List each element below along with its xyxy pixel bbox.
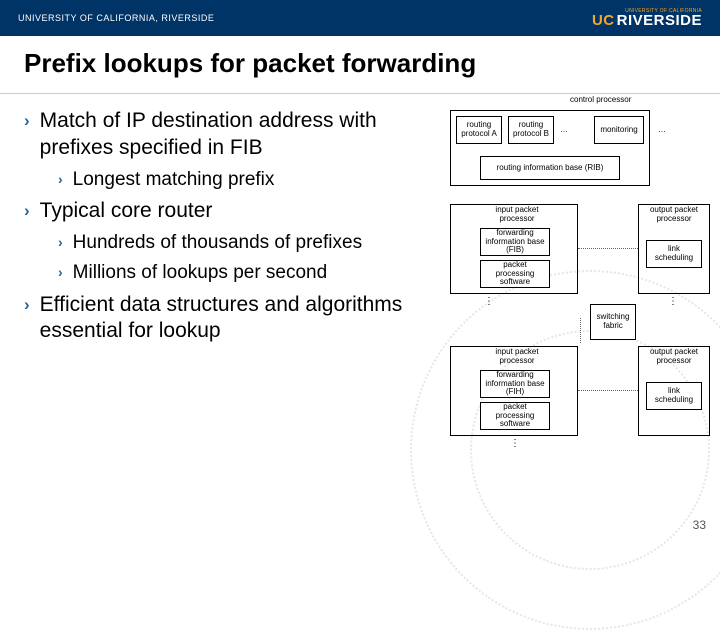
bullet-text: Efficient data structures and algorithms… (40, 292, 444, 346)
monitoring-box: monitoring (594, 116, 644, 144)
fih-box: forwarding information base (FIH) (480, 370, 550, 398)
bullet-item: › Match of IP destination address with p… (24, 108, 444, 162)
ucr-logo: UCRIVERSIDE (592, 12, 702, 29)
dots: … (560, 126, 568, 135)
bullet-list: › Match of IP destination address with p… (24, 108, 450, 351)
content-area: › Match of IP destination address with p… (0, 94, 720, 351)
chevron-icon: › (24, 295, 30, 315)
routing-protocol-a: routing protocol A (456, 116, 502, 144)
switching-fabric-box: switching fabric (590, 304, 636, 340)
bullet-text: Longest matching prefix (73, 168, 275, 192)
bullet-item: › Typical core router (24, 198, 444, 225)
output-packet-processor-label: output packet processor (646, 348, 702, 366)
chevron-icon: › (58, 234, 63, 250)
bullet-item: › Efficient data structures and algorith… (24, 292, 444, 346)
ucr-uc: UC (592, 12, 615, 29)
chevron-icon: › (24, 111, 30, 131)
ucr-riverside: RIVERSIDE (617, 12, 702, 29)
header-bar: UNIVERSITY OF CALIFORNIA, RIVERSIDE UNIV… (0, 0, 720, 36)
vertical-dots: ⋮ (510, 438, 519, 449)
bullet-text: Hundreds of thousands of prefixes (73, 231, 362, 255)
connector-dots (580, 318, 590, 343)
control-processor-label: control processor (570, 96, 631, 105)
vertical-dots: ⋮ (668, 296, 677, 307)
university-name: UNIVERSITY OF CALIFORNIA, RIVERSIDE (18, 13, 214, 23)
vertical-dots: ⋮ (484, 296, 493, 307)
routing-protocol-b: routing protocol B (508, 116, 554, 144)
input-packet-processor-label: input packet processor (482, 348, 552, 366)
output-packet-processor-label: output packet processor (646, 206, 702, 224)
page-number: 33 (693, 518, 706, 532)
fib-box: forwarding information base (FIB) (480, 228, 550, 256)
link-scheduling-box: link scheduling (646, 382, 702, 410)
input-packet-processor-label: input packet processor (482, 206, 552, 224)
router-diagram: control processor routing protocol A rou… (450, 108, 712, 351)
chevron-icon: › (58, 171, 63, 187)
link-scheduling-box: link scheduling (646, 240, 702, 268)
ucr-logo-block: UNIVERSITY OF CALIFORNIA UCRIVERSIDE (592, 8, 702, 29)
bullet-sub-item: › Hundreds of thousands of prefixes (58, 231, 444, 255)
packet-processing-box: packet processing software (480, 260, 550, 288)
bullet-text: Typical core router (40, 198, 213, 225)
bullet-text: Match of IP destination address with pre… (40, 108, 444, 162)
slide-title: Prefix lookups for packet forwarding (0, 36, 720, 94)
chevron-icon: › (58, 264, 63, 280)
packet-processing-box: packet processing software (480, 402, 550, 430)
bullet-sub-item: › Millions of lookups per second (58, 261, 444, 285)
connector-dots (578, 248, 638, 249)
bullet-sub-item: › Longest matching prefix (58, 168, 444, 192)
chevron-icon: › (24, 201, 30, 221)
dots: … (658, 126, 666, 135)
connector-dots (578, 390, 638, 391)
rib-box: routing information base (RIB) (480, 156, 620, 180)
bullet-text: Millions of lookups per second (73, 261, 328, 285)
